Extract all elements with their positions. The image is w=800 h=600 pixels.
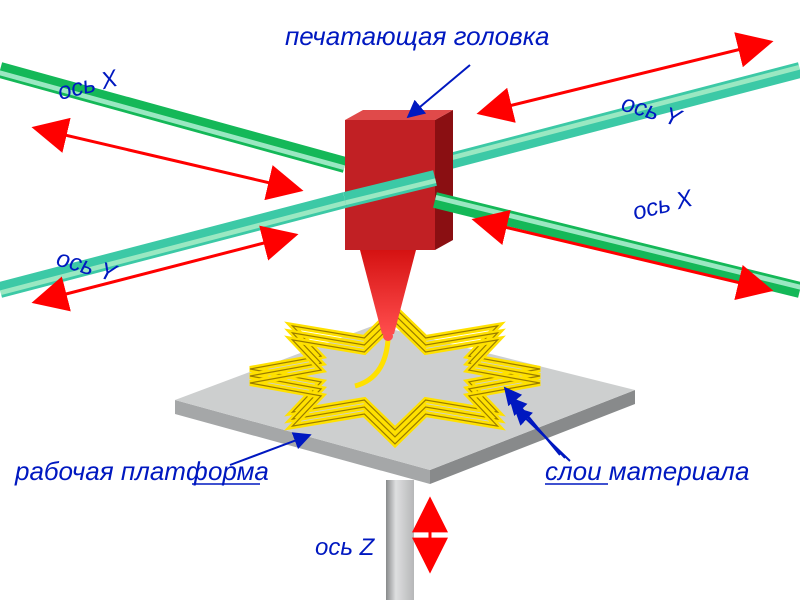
callout-head bbox=[408, 65, 470, 117]
label-platform: рабочая платформа bbox=[14, 456, 269, 486]
print-head bbox=[345, 110, 453, 341]
label-axis-z: ось Z bbox=[315, 534, 376, 561]
label-print-head: печатающая головка bbox=[285, 21, 549, 51]
z-pillar bbox=[386, 480, 414, 600]
label-layers: слои материала bbox=[545, 456, 749, 486]
label-axis-3: ось X bbox=[630, 185, 696, 226]
